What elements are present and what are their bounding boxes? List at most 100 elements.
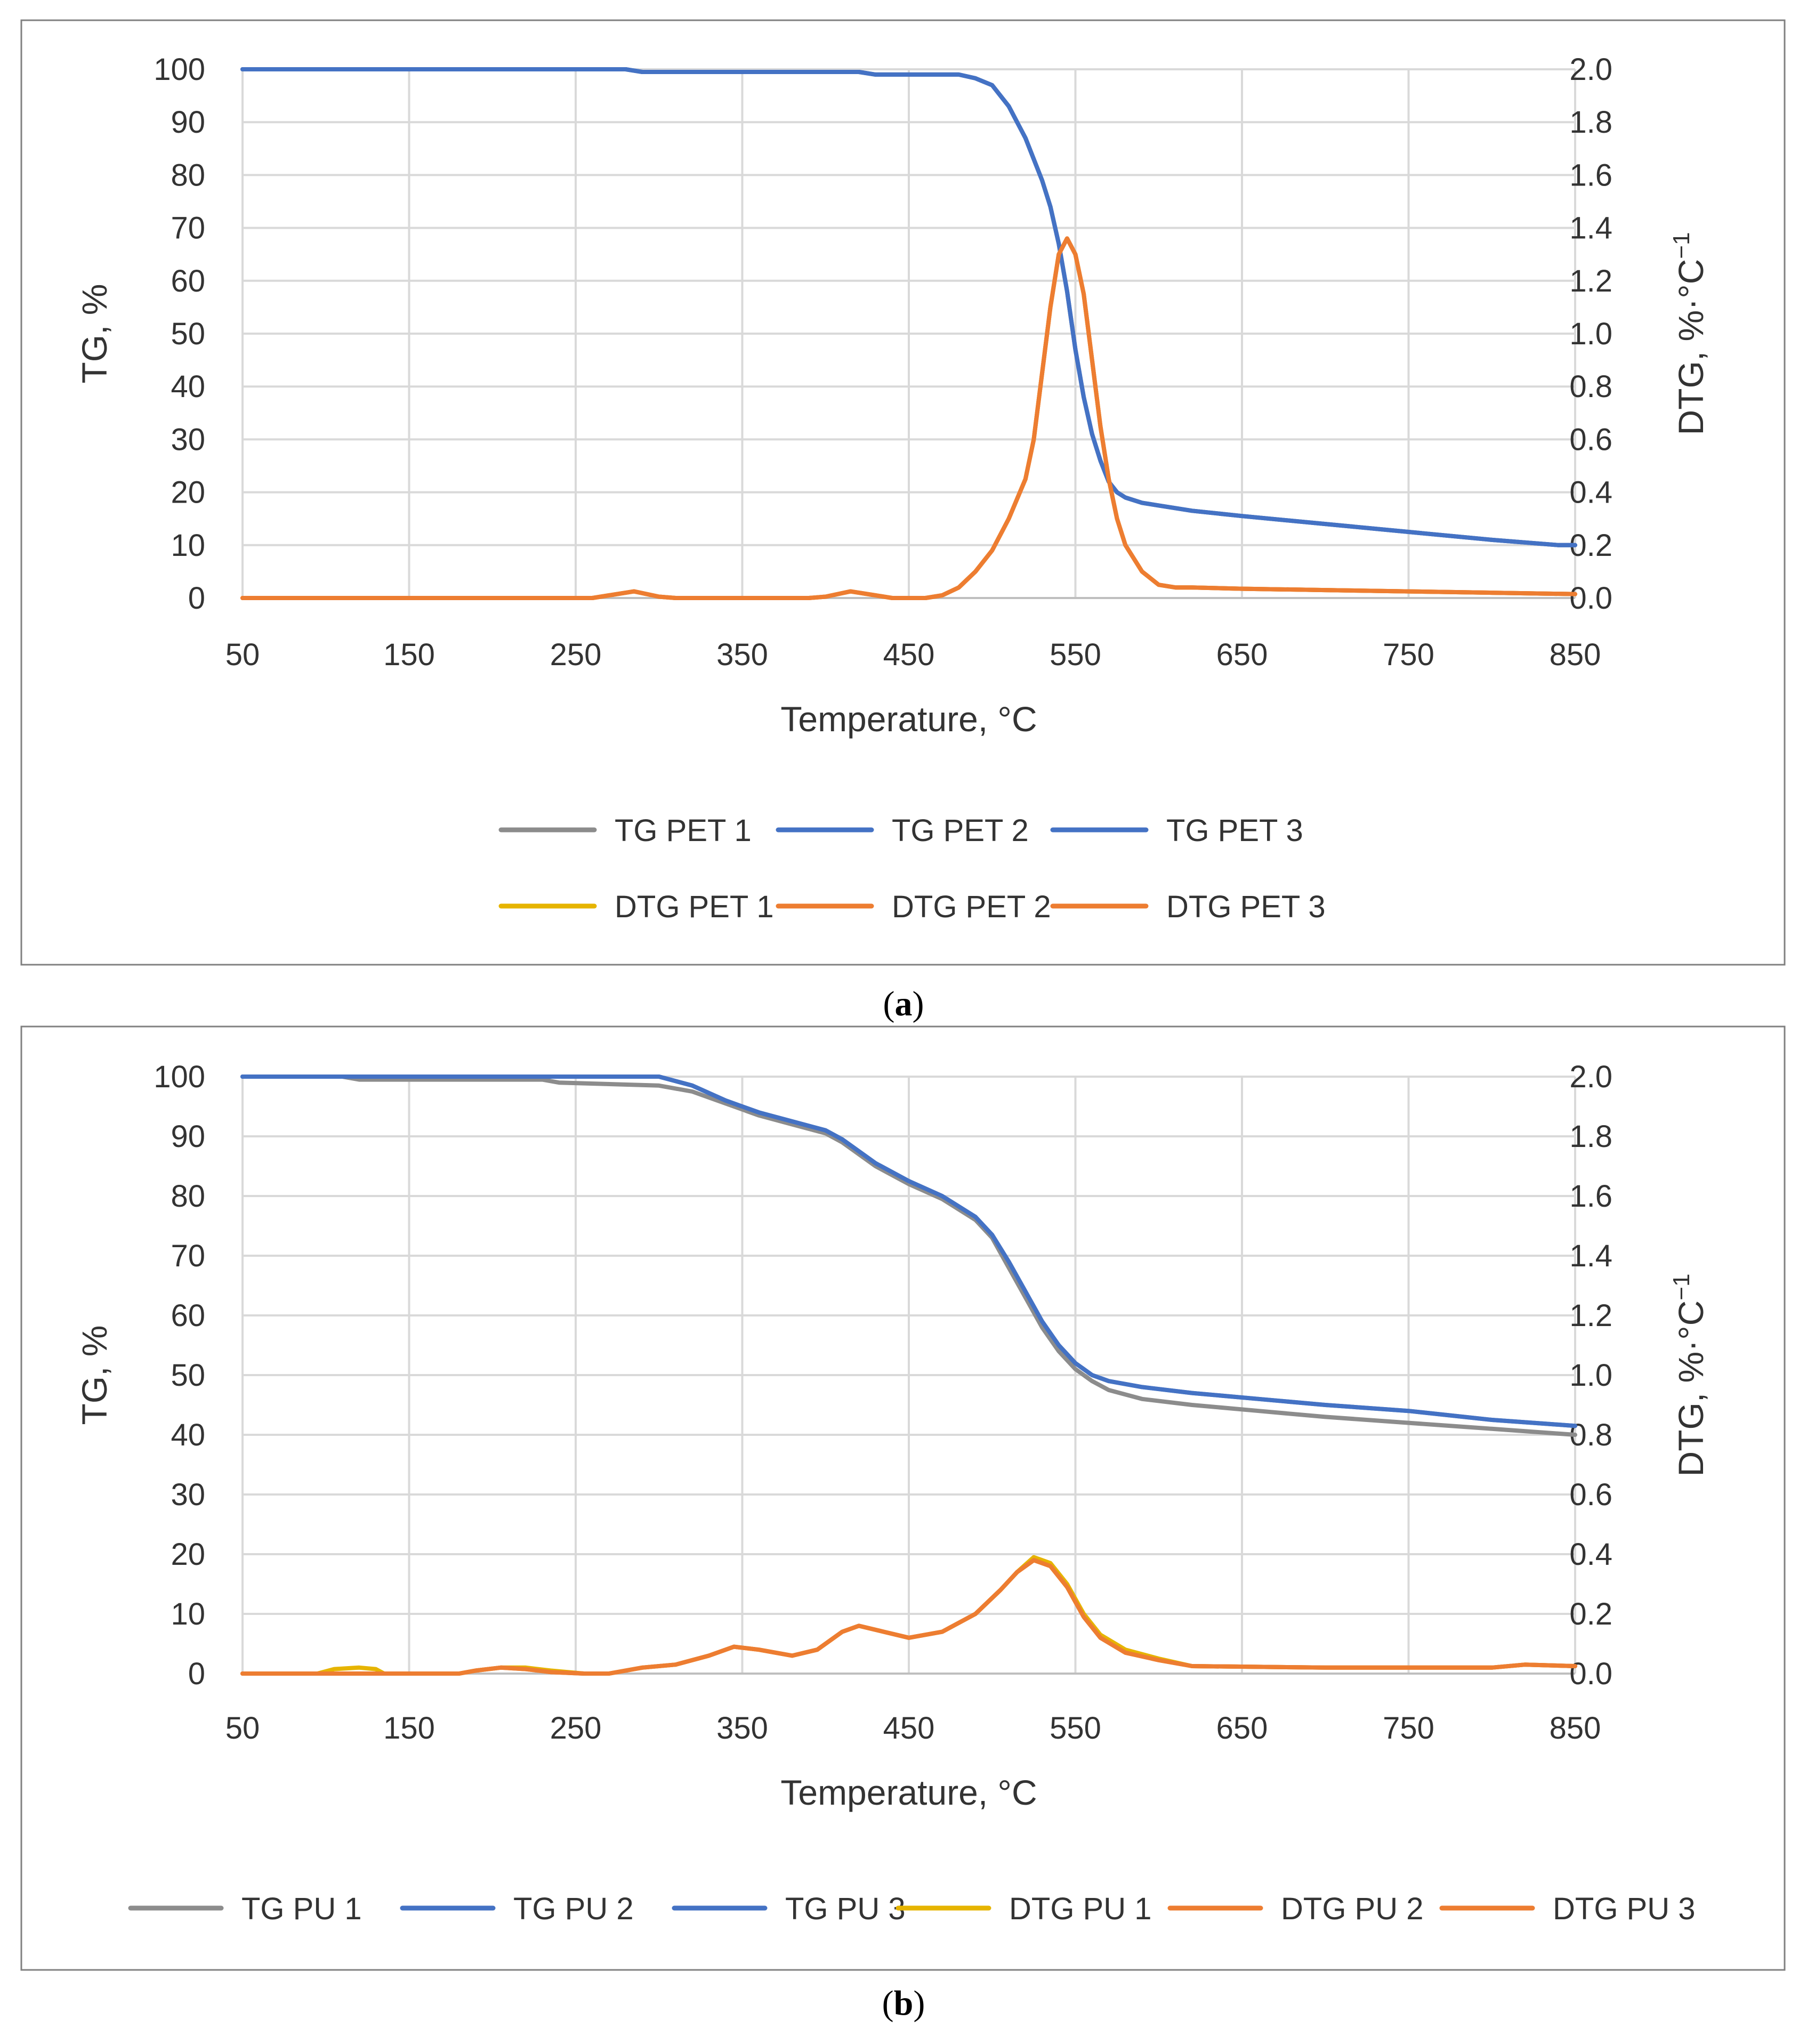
panel-caption: (b) [882,1984,925,2023]
y-tick-label: 20 [171,1537,205,1572]
legend-item: TG PET 3 [1050,813,1303,848]
y-tick-label: 50 [171,1358,205,1393]
x-axis-title: Temperature, °C [780,699,1037,739]
y-tick-label: 40 [171,369,205,404]
y2-axis-title-main: DTG, %·°C [1671,1300,1711,1477]
x-tick-label: 50 [225,1711,260,1746]
x-tick-label: 850 [1550,637,1601,672]
x-tick-label: 650 [1216,1711,1268,1746]
y-tick-label: 10 [171,1597,205,1631]
y2-axis-title-exponent: −1 [1668,1274,1695,1300]
legend-label: DTG PET 3 [1166,890,1326,924]
legend-item: TG PU 2 [400,1892,634,1926]
series-line-dtg-pu-3 [240,1558,1577,1676]
y-tick-label: 30 [171,422,205,457]
y-tick-label: 50 [171,317,205,351]
legend-label: TG PET 2 [892,813,1029,848]
legend-label: TG PU 2 [513,1892,634,1926]
series-line-dtg-pet-3 [240,236,1577,600]
chart-panel-b: 50 150 250 350 450 550 650 750 850 0 10 20 30 40 50 60 7… [20,1025,1786,1971]
y-tick-label: 100 [154,1060,205,1094]
y2-tick-label: 0.6 [1569,422,1612,457]
y2-tick-label: 0.4 [1569,1537,1612,1572]
y2-tick-label: 0.8 [1569,369,1612,404]
legend-item: TG PET 2 [776,813,1029,848]
x-tick-label: 250 [550,637,602,672]
y2-tick-label: 0.6 [1569,1477,1612,1512]
series-line-tg-pet-3 [240,67,1577,547]
y2-tick-label: 1.6 [1569,158,1612,192]
legend-label: DTG PU 2 [1281,1892,1424,1926]
y-tick-label: 10 [171,528,205,563]
y2-tick-label: 1.8 [1569,1119,1612,1154]
y-tick-label: 80 [171,1179,205,1214]
y2-tick-label: 1.4 [1569,1239,1612,1273]
y2-axis-title-main: DTG, %·°C [1671,259,1711,435]
panel-caption: (a) [883,984,924,1023]
caption-letter: a [895,984,913,1023]
x-axis-title: Temperature, °C [780,1773,1037,1812]
y-tick-label: 20 [171,475,205,510]
caption-letter: b [894,1984,914,2023]
y-tick-label: 70 [171,1239,205,1273]
y2-axis-title: DTG, %·°C−1 [1668,232,1711,435]
y-tick-label: 0 [188,1657,205,1691]
y2-axis-title: DTG, %·°C−1 [1668,1274,1711,1477]
y2-tick-label: 1.0 [1569,1358,1612,1393]
y-tick-label: 0 [188,581,205,616]
y-tick-label: 40 [171,1418,205,1452]
y2-tick-label: 0.2 [1569,1597,1612,1631]
legend: TG PU 1 TG PU 2 TG PU 3 DTG PU 1 DTG PU 2 DTG… [128,1892,1696,1926]
y-tick-label: 100 [154,52,205,87]
legend-item: TG PET 1 [498,813,752,848]
y2-tick-label: 1.0 [1569,317,1612,351]
x-tick-label: 750 [1383,637,1434,672]
chart-frame [20,1025,1786,1971]
legend-label: TG PU 3 [785,1892,906,1926]
legend-item: TG PU 3 [672,1892,906,1926]
legend-item: DTG PET 1 [498,890,774,924]
legend-label: DTG PU 1 [1009,1892,1152,1926]
caption-open: ( [883,984,895,1023]
y-tick-label: 30 [171,1477,205,1512]
legend-label: DTG PET 1 [615,890,774,924]
y2-tick-label: 1.2 [1569,264,1612,298]
x-tick-label: 450 [883,1711,935,1746]
y-axis-title: TG, % [75,1325,114,1425]
y-tick-label: 90 [171,105,205,140]
legend-item: DTG PU 1 [896,1892,1152,1926]
chart-panel-a: 50 150 250 350 450 550 650 750 850 0 10 20 30 40 50 60 7… [20,19,1786,966]
y-axis-title: TG, % [75,284,114,383]
x-tick-label: 650 [1216,637,1268,672]
y2-tick-label: 0.4 [1569,475,1612,510]
x-tick-label: 850 [1550,1711,1601,1746]
x-tick-label: 50 [225,637,260,672]
y2-tick-label: 0.0 [1569,1657,1612,1691]
x-tick-label: 450 [883,637,935,672]
y2-tick-label: 1.2 [1569,1298,1612,1333]
y-tick-label: 90 [171,1119,205,1154]
y2-tick-label: 1.4 [1569,211,1612,246]
x-tick-label: 350 [716,1711,768,1746]
legend-label: DTG PU 3 [1553,1892,1696,1926]
legend-label: TG PET 1 [615,813,752,848]
caption-close: ) [913,1984,925,2023]
x-tick-label: 150 [383,637,435,672]
caption-open: ( [882,1984,894,2023]
legend-item: DTG PET 2 [776,890,1051,924]
legend-label: TG PU 1 [241,1892,362,1926]
legend-item: TG PU 1 [128,1892,362,1926]
x-tick-label: 550 [1050,637,1101,672]
legend-item: DTG PU 3 [1439,1892,1696,1926]
x-tick-label: 250 [550,1711,602,1746]
y2-tick-label: 1.8 [1569,105,1612,140]
legend-item: DTG PU 2 [1167,1892,1424,1926]
x-tick-label: 550 [1050,1711,1101,1746]
y2-axis-title-exponent: −1 [1668,232,1695,259]
y2-tick-label: 2.0 [1569,52,1612,87]
y2-tick-label: 1.6 [1569,1179,1612,1214]
legend: TG PET 1 TG PET 2 TG PET 3 DTG PET 1 DTG PET… [498,813,1326,924]
series-line-tg-pu-3 [240,1074,1577,1428]
legend-label: TG PET 3 [1166,813,1303,848]
